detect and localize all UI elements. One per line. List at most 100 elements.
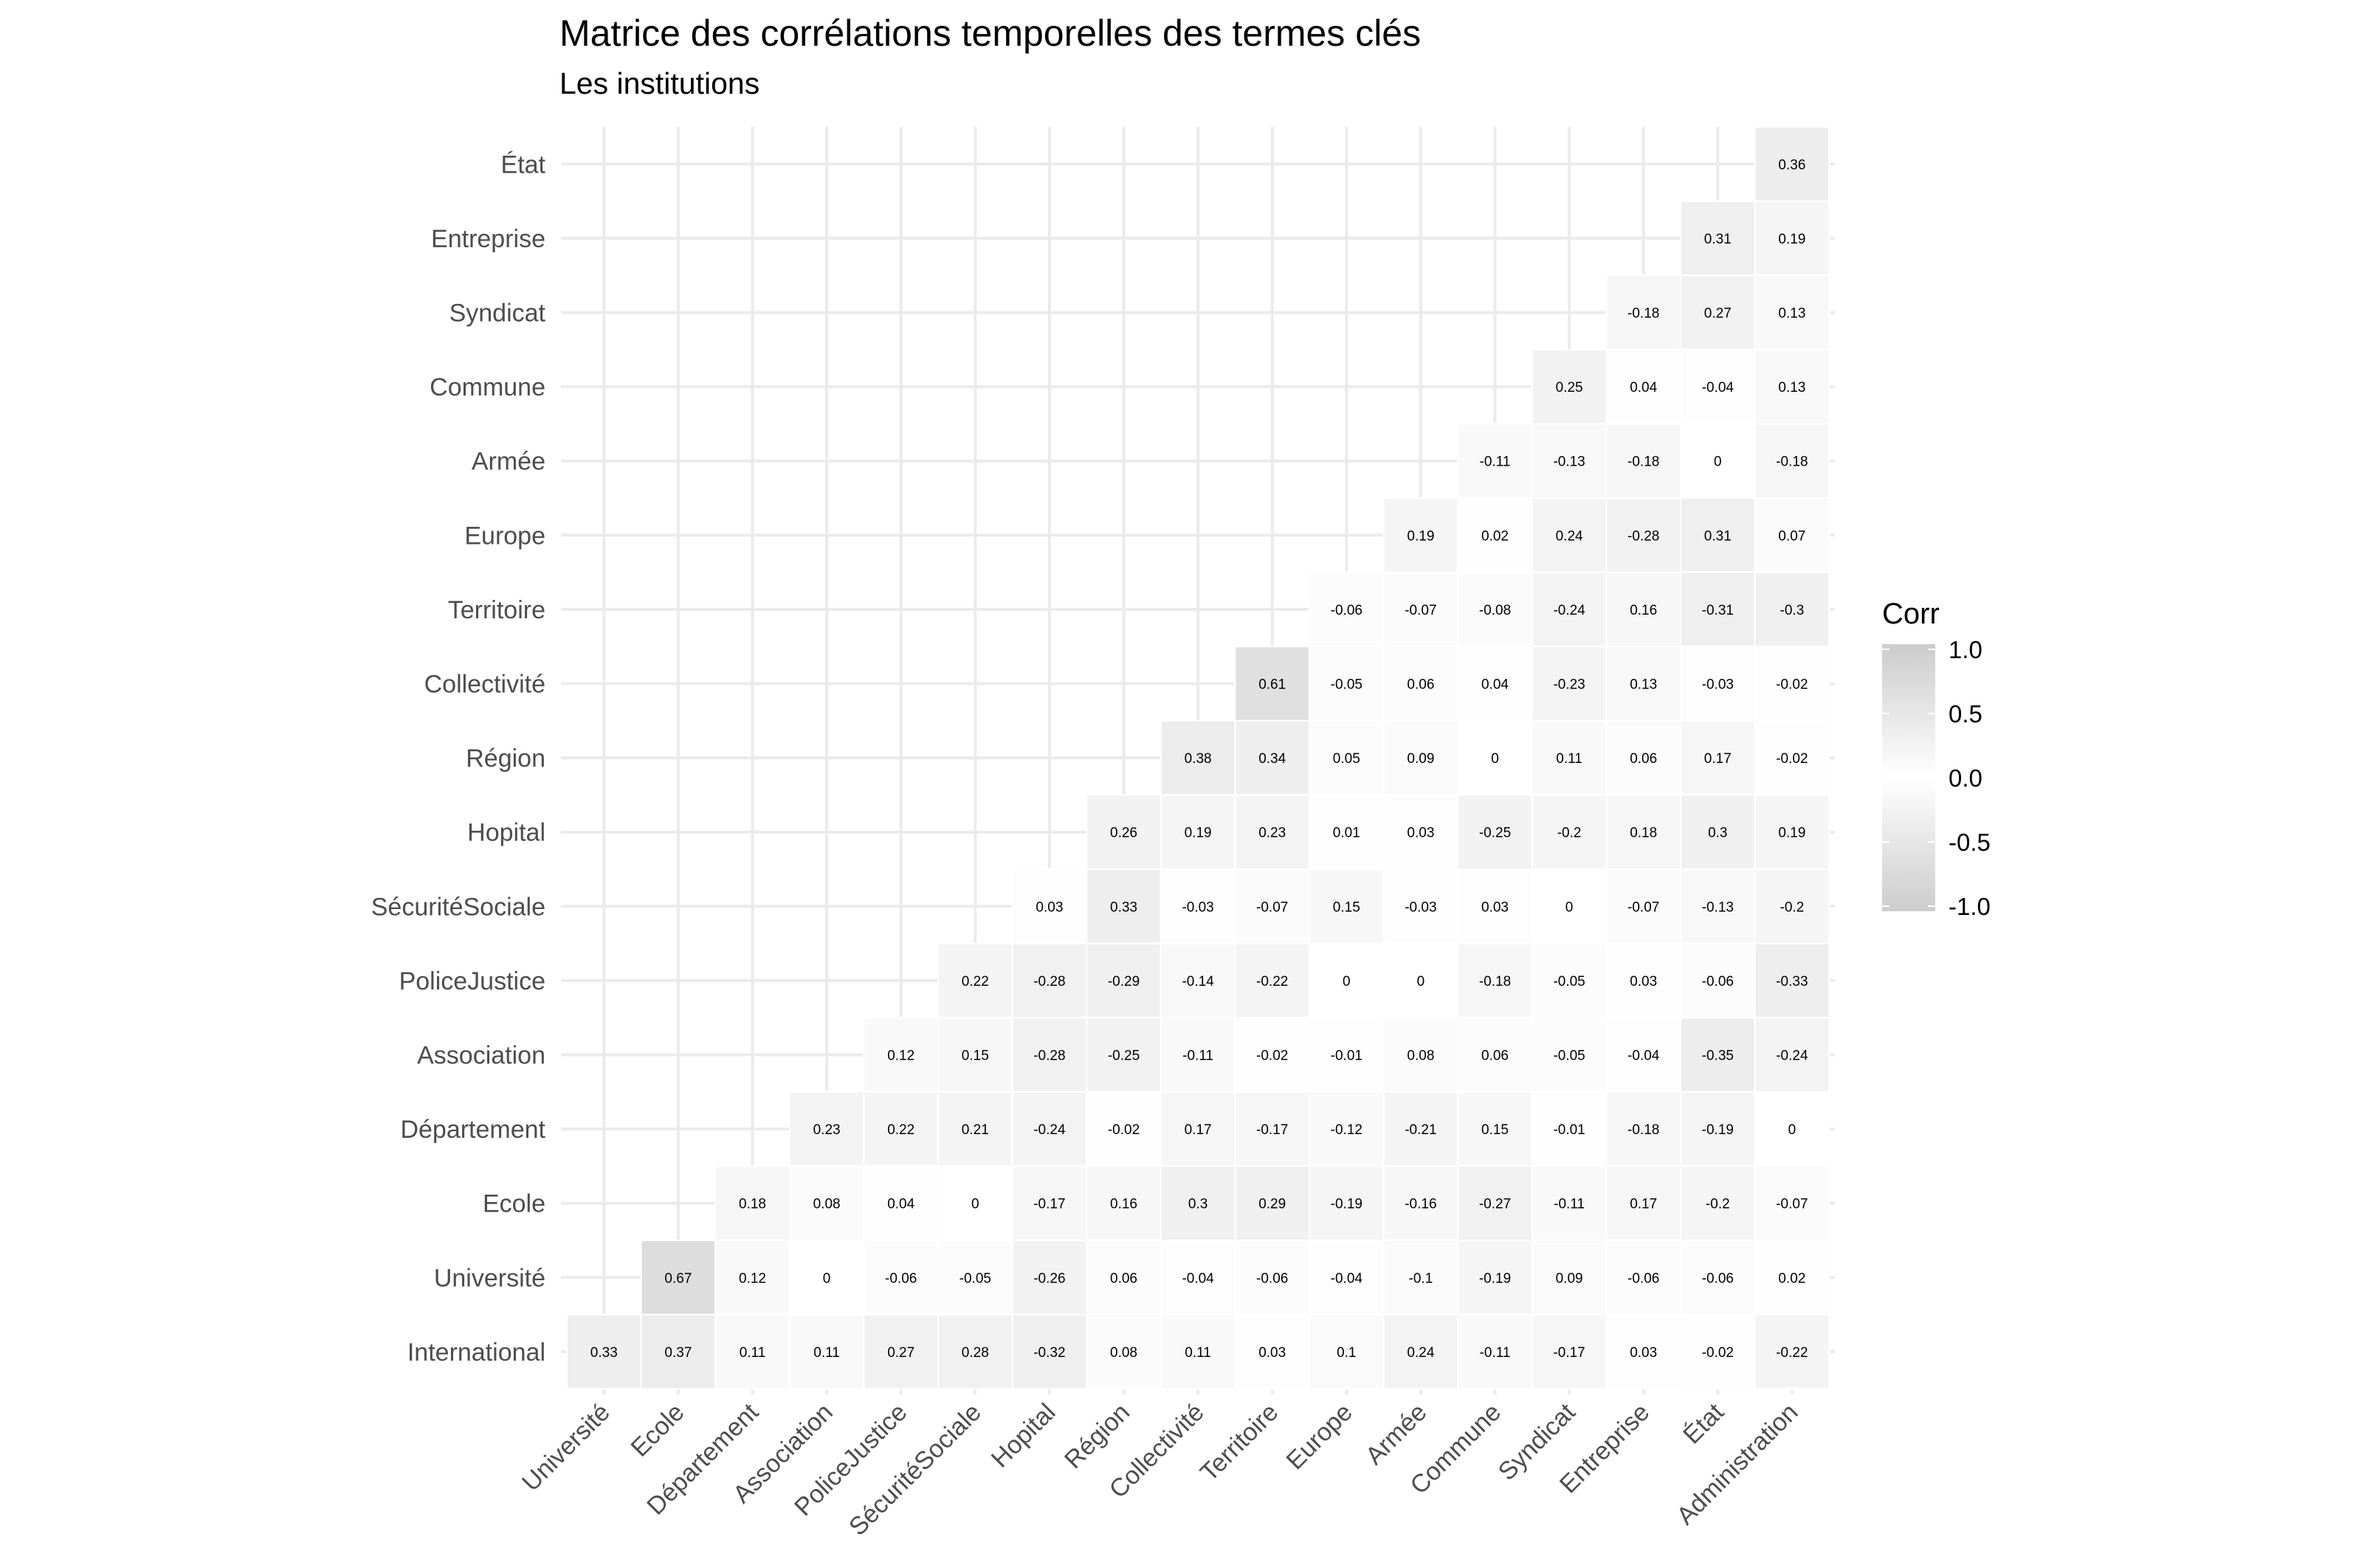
cell-value-label: -0.01 (1553, 1122, 1585, 1138)
heatmap-cell (1680, 274, 1756, 350)
cell-value-label: -0.06 (1702, 1271, 1734, 1286)
cell-value-label: -0.07 (1776, 1197, 1808, 1212)
legend-tick-label: -0.5 (1949, 829, 1991, 856)
cell-value-label: 0 (1343, 974, 1351, 990)
heatmap-cell (1457, 1091, 1533, 1167)
heatmap-cell (1680, 423, 1756, 500)
cell-value-label: -0.05 (960, 1271, 991, 1286)
heatmap-cell (1382, 1165, 1459, 1242)
cell-value-label: -0.02 (1776, 751, 1808, 767)
cell-value-label: 0.07 (1778, 528, 1805, 544)
heatmap-cell (1531, 1313, 1608, 1390)
cell-value-label: 0.61 (1258, 677, 1286, 693)
cell-value-label: 0.19 (1407, 528, 1434, 544)
cell-value-label: 0.06 (1481, 1049, 1509, 1064)
heatmap-cell (1457, 794, 1533, 871)
cell-value-label: 0.15 (962, 1049, 989, 1064)
cell-value-label: -0.24 (1553, 603, 1585, 618)
heatmap-cell (1754, 868, 1830, 944)
cell-value-label: -0.04 (1627, 1049, 1660, 1064)
cell-value-label: -0.18 (1627, 455, 1659, 470)
cell-value-label: 0.24 (1556, 528, 1583, 544)
x-tick-label: État (1678, 1398, 1729, 1449)
y-tick-label: Université (434, 1264, 545, 1292)
cell-value-label: 0 (971, 1197, 979, 1212)
heatmap-cell (1309, 868, 1385, 944)
heatmap-cell (1011, 1313, 1088, 1390)
chart-title: Matrice des corrélations temporelles des… (559, 13, 1421, 54)
cell-value-label: 0.03 (1258, 1345, 1286, 1361)
cell-value-label: 0.16 (1110, 1197, 1137, 1212)
y-tick-label: Europe (464, 522, 545, 550)
cell-value-label: 0.26 (1110, 826, 1137, 841)
cell-value-label: -0.01 (1331, 1049, 1362, 1064)
heatmap-cell (1234, 1313, 1311, 1390)
heatmap-cell (1680, 1313, 1756, 1390)
chart-subtitle: Les institutions (559, 66, 759, 100)
heatmap-cell (1011, 1165, 1088, 1242)
x-tick-label: Territoire (1195, 1398, 1284, 1487)
cell-value-label: -0.05 (1553, 974, 1585, 990)
cell-value-label: -0.19 (1479, 1271, 1511, 1286)
cell-value-label: -0.11 (1480, 455, 1511, 470)
heatmap-cell (937, 942, 1013, 1019)
y-tick-label: Région (466, 745, 545, 773)
cell-value-label: 0.15 (1333, 899, 1360, 915)
cell-value-label: -0.23 (1553, 677, 1585, 693)
cell-value-label: 0 (1788, 1122, 1796, 1138)
cell-value-label: 0.22 (887, 1122, 914, 1138)
cell-value-label: 0 (1417, 974, 1425, 990)
heatmap-cell (1680, 1165, 1756, 1242)
cell-value-label: -0.26 (1033, 1271, 1065, 1286)
cell-value-label: 0.06 (1407, 677, 1434, 693)
heatmap-cell (1531, 646, 1608, 722)
cell-value-label: -0.17 (1553, 1345, 1585, 1361)
cell-value-label: -0.17 (1033, 1197, 1065, 1212)
heatmap-cell (1531, 942, 1608, 1019)
heatmap-cell (1605, 794, 1681, 871)
cell-value-label: 0.33 (590, 1345, 618, 1361)
cell-value-label: 0.06 (1630, 751, 1657, 767)
heatmap-cell (863, 1165, 940, 1242)
cell-value-label: -0.2 (1706, 1197, 1730, 1212)
heatmap-cell (1011, 942, 1088, 1019)
cell-value-label: -0.04 (1702, 380, 1734, 396)
heatmap-cell (1457, 423, 1533, 500)
cell-value-label: -0.02 (1776, 677, 1808, 693)
cell-value-label: -0.1 (1409, 1271, 1433, 1286)
cell-value-label: 0.17 (1630, 1197, 1657, 1212)
cell-value-label: -0.07 (1256, 899, 1288, 915)
cell-value-label: 0.11 (1185, 1345, 1211, 1361)
heatmap-cell (1531, 423, 1608, 500)
cell-value-label: 0.19 (1185, 826, 1212, 841)
cell-value-label: -0.18 (1479, 974, 1511, 990)
cell-value-label: -0.11 (1554, 1197, 1585, 1212)
y-tick-label: Entreprise (431, 225, 545, 253)
x-tick-label: Région (1059, 1398, 1135, 1474)
cell-value-label: -0.02 (1702, 1345, 1734, 1361)
heatmap-cell (1234, 719, 1311, 796)
cell-value-label: -0.33 (1776, 974, 1808, 990)
heatmap-cell (937, 1313, 1013, 1390)
y-tick-label: Commune (430, 373, 545, 401)
heatmap-cell (1680, 200, 1756, 277)
heatmap-cell (1680, 1240, 1756, 1316)
cell-value-label: 0 (1491, 751, 1499, 767)
y-tick-label: Association (417, 1042, 545, 1070)
y-tick-label: PoliceJustice (399, 967, 545, 995)
cell-value-label: -0.2 (1557, 826, 1582, 841)
cell-value-label: 0.38 (1185, 751, 1212, 767)
heatmap-cell (1531, 1017, 1608, 1093)
cell-value-label: 0.12 (739, 1271, 766, 1286)
heatmap-cell (788, 1313, 865, 1390)
cell-value-label: -0.06 (1627, 1271, 1659, 1286)
cell-value-label: 0.03 (1407, 826, 1434, 841)
heatmap-cell (1754, 126, 1830, 202)
cell-value-label: -0.3 (1780, 603, 1805, 618)
cell-value-label: -0.28 (1627, 528, 1659, 544)
cell-value-label: -0.04 (1331, 1271, 1363, 1286)
cell-value-label: 0.34 (1258, 751, 1286, 767)
heatmap-cell (1531, 1091, 1608, 1167)
cell-value-label: -0.17 (1256, 1122, 1288, 1138)
cell-value-label: -0.13 (1553, 455, 1585, 470)
